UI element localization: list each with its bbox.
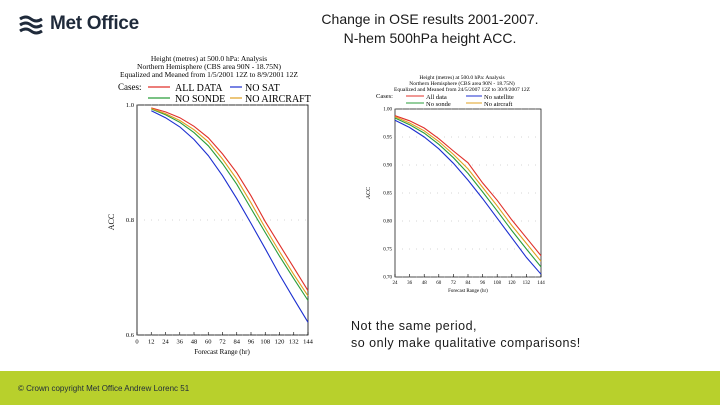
x-tick-label: 132	[289, 339, 299, 346]
met-office-wave-icon	[19, 15, 43, 35]
slide-title: Change in OSE results 2001-2007. N-hem 5…	[255, 10, 605, 48]
x-tick-label: 144	[537, 281, 545, 286]
x-tick-label: 108	[493, 281, 501, 286]
chart-2001-header: Height (metres) at 500.0 hPa: Analysis N…	[120, 54, 298, 79]
logo-text: Met Office	[50, 13, 139, 34]
series-line-no-sonde	[394, 117, 542, 268]
y-tick-label: 0.90	[383, 164, 392, 169]
chart-2001-legend-no-aircraft: NO AIRCRAFT	[245, 94, 311, 105]
chart-2001-legend-all-data: ALL DATA	[175, 83, 223, 94]
footer-copyright: © Crown copyright Met Office Andrew Lore…	[18, 384, 190, 393]
x-tick-label: 72	[219, 339, 226, 346]
chart-2007-gridlines	[394, 108, 542, 278]
series-line-all-data	[394, 115, 542, 257]
chart-2007-legend-no-aircraft: No aircraft	[484, 101, 513, 108]
comparison-note-line-2: so only make qualitative comparisons!	[351, 336, 581, 350]
chart-2001-legend-no-sonde: NO SONDE	[175, 94, 225, 105]
chart-2007-header-line-1: Height (metres) at 500.0 hPa: Analysis	[419, 74, 504, 81]
slide-title-line-1: Change in OSE results 2001-2007.	[321, 11, 539, 27]
x-tick-label: 12	[148, 339, 155, 346]
chart-2001-series	[151, 107, 309, 323]
series-line-no-satellite	[394, 119, 542, 275]
chart-2007-legend-all-data: All data	[426, 94, 447, 101]
chart-2001-header-line-2: Northern Hemisphere (CBS area 90N - 18.7…	[137, 62, 281, 71]
x-tick-label: 132	[523, 281, 531, 286]
x-tick-label: 108	[260, 339, 270, 346]
chart-2001-legend-no-sat: NO SAT	[245, 83, 280, 94]
chart-2001-plot-area	[136, 104, 309, 336]
chart-2001-gridlines	[136, 104, 309, 336]
series-line-no-aircraft	[151, 107, 309, 297]
chart-2007-xlabel: Forecast Range (hr)	[448, 289, 488, 294]
y-tick-label: 0.70	[383, 276, 392, 281]
x-tick-label: 60	[205, 339, 212, 346]
slide-title-line-2: N-hem 500hPa height ACC.	[343, 30, 517, 46]
y-tick-label: 0.95	[383, 136, 392, 141]
series-line-all-data	[151, 107, 309, 291]
y-tick-label: 0.8	[126, 217, 134, 224]
chart-2007-legend-no-satellite: No satellite	[484, 94, 514, 101]
x-tick-label: 96	[248, 339, 255, 346]
chart-2007-header-line-2: Northern Hemisphere (CBS area 90N - 18.7…	[409, 80, 515, 87]
y-tick-label: 1.00	[383, 108, 392, 113]
chart-2001-legend-title: Cases:	[118, 82, 142, 92]
chart-2007-ylabel: ACC	[366, 187, 372, 199]
x-tick-label: 120	[275, 339, 285, 346]
chart-2001-legend: Cases: ALL DATA NO SAT NO SONDE NO AIRCR…	[118, 82, 311, 105]
chart-2001-ylabel: ACC	[107, 214, 116, 230]
chart-2007-header: Height (metres) at 500.0 hPa: Analysis N…	[394, 74, 531, 93]
x-tick-label: 144	[303, 339, 314, 346]
x-tick-label: 36	[407, 281, 413, 286]
chart-2001-header-line-3: Equalized and Meaned from 1/5/2001 12Z t…	[120, 70, 298, 79]
comparison-note: Not the same period, so only make qualit…	[351, 318, 581, 352]
met-office-logo: Met Office	[18, 13, 178, 39]
footer-bar: © Crown copyright Met Office Andrew Lore…	[0, 371, 720, 405]
chart-2007-plot-area	[394, 108, 542, 278]
y-tick-label: 0.80	[383, 220, 392, 225]
chart-2007: Height (metres) at 500.0 hPa: Analysis N…	[366, 74, 545, 294]
x-tick-label: 24	[393, 281, 399, 286]
chart-2007-legend: Cases: All data No satellite No sonde No…	[376, 93, 514, 108]
x-tick-label: 72	[451, 281, 457, 286]
x-tick-label: 96	[480, 281, 486, 286]
x-tick-label: 120	[508, 281, 516, 286]
x-tick-label: 84	[234, 339, 241, 346]
x-tick-label: 48	[191, 339, 198, 346]
x-tick-label: 48	[422, 281, 428, 286]
chart-2007-legend-title: Cases:	[376, 93, 393, 100]
x-tick-label: 24	[162, 339, 169, 346]
y-tick-label: 1.0	[126, 102, 134, 109]
x-tick-label: 36	[177, 339, 184, 346]
chart-2007-series	[394, 115, 542, 275]
chart-2001: Height (metres) at 500.0 hPa: Analysis N…	[107, 54, 314, 356]
y-tick-label: 0.6	[126, 332, 135, 339]
series-line-no-aircraft	[394, 116, 542, 262]
chart-2007-tick-labels: 24 36 48 60 72 84 96 108 120 132 144 1.00 0.95 0.90 0.…	[383, 108, 545, 286]
x-tick-label: 60	[436, 281, 442, 286]
x-tick-label: 0	[135, 339, 138, 346]
y-tick-label: 0.75	[383, 248, 392, 253]
y-tick-label: 0.85	[383, 192, 392, 197]
series-line-no-sat	[151, 110, 309, 323]
series-line-no-sonde	[151, 108, 309, 301]
chart-2001-xlabel: Forecast Range (hr)	[194, 348, 250, 356]
chart-2007-header-line-3: Equalized and Meaned from 24/5/2007 12Z …	[394, 86, 531, 93]
chart-2007-legend-no-sonde: No sonde	[426, 101, 451, 108]
chart-2001-tick-labels: 0 12 24 36 48 60 72 84 96 108 120 132 144 1.0 0.8 0.6	[126, 102, 314, 345]
comparison-note-line-1: Not the same period,	[351, 319, 478, 333]
chart-2001-header-line-1: Height (metres) at 500.0 hPa: Analysis	[151, 54, 267, 63]
x-tick-label: 84	[466, 281, 472, 286]
